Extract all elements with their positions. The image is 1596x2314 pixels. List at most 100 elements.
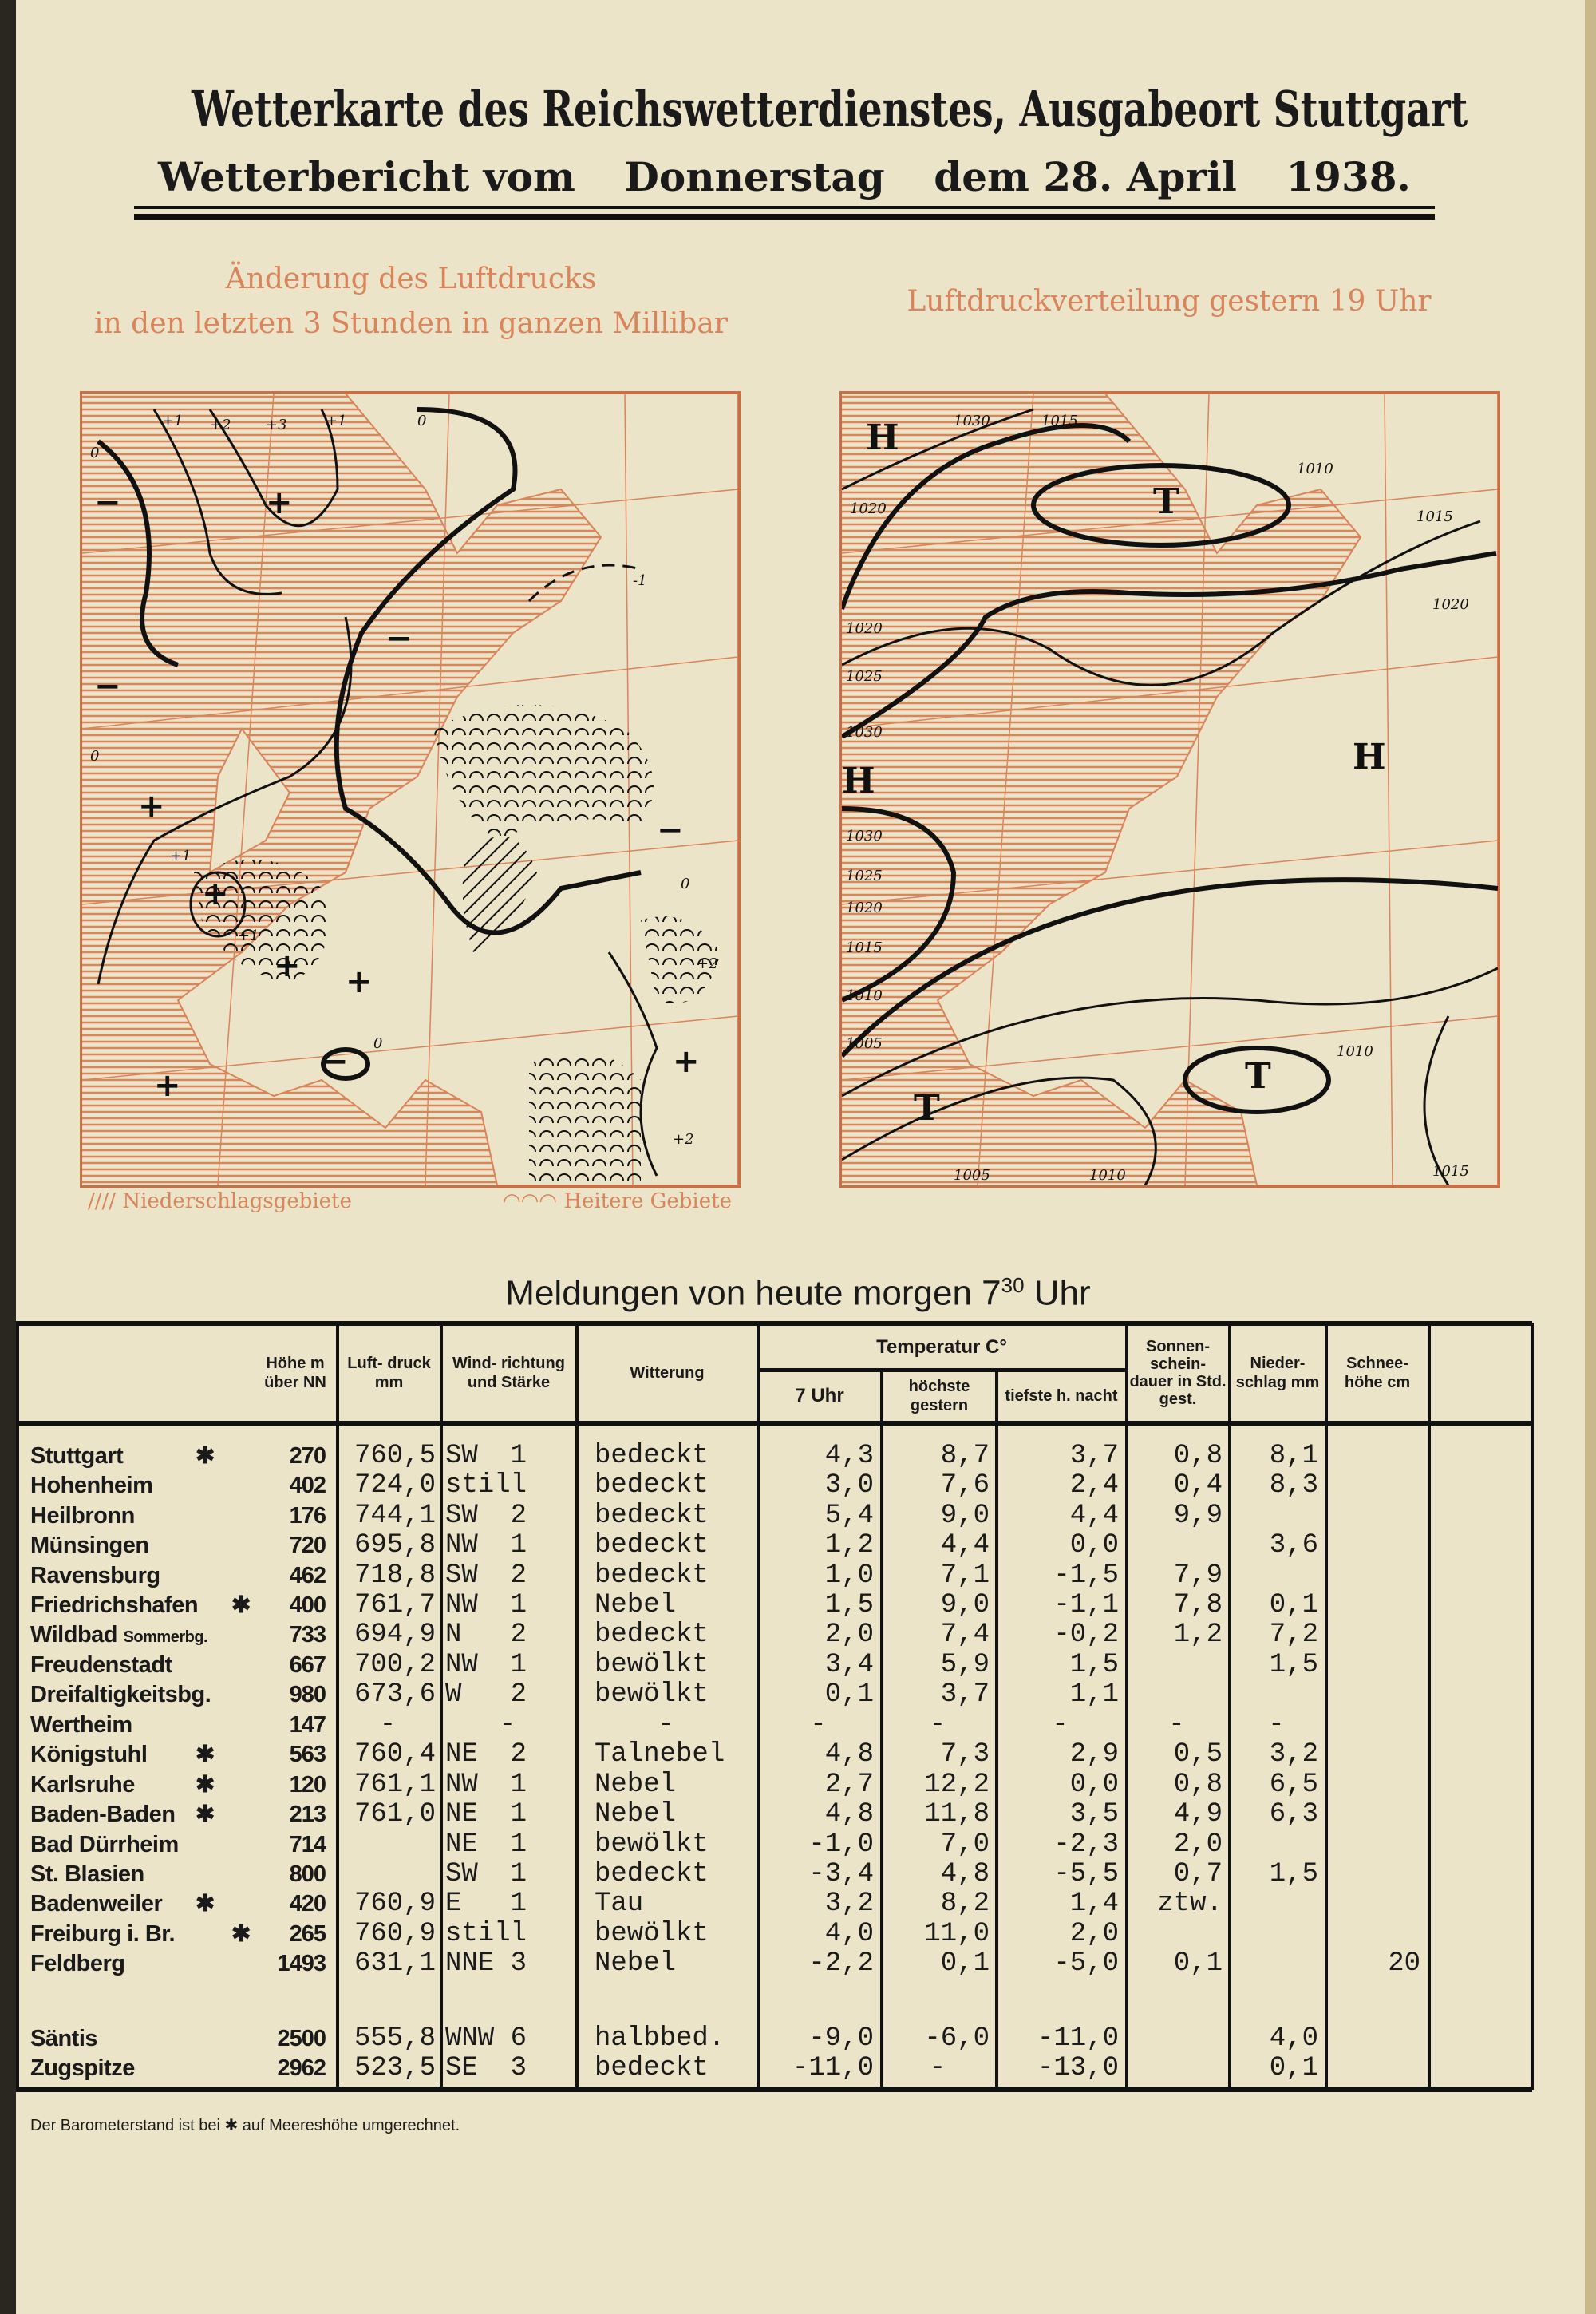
station-height: 1493 (277, 1951, 326, 1977)
cell-tmax: - (929, 2053, 946, 2084)
cell-witterung: Nebel (595, 1948, 677, 1980)
cell-t7: 4,3 (824, 1441, 874, 1471)
cell-tmax: 4,4 (940, 1530, 990, 1561)
svg-text:1030: 1030 (846, 828, 883, 845)
cell-sonne: 4,9 (1173, 1799, 1223, 1830)
cell-druck: 718,8 (354, 1560, 436, 1591)
cell-druck: 760,9 (354, 1889, 436, 1920)
svg-text:1020: 1020 (1432, 596, 1469, 613)
cell-druck: 761,7 (354, 1590, 436, 1620)
svg-text:1025: 1025 (846, 668, 883, 685)
cell-tmin: -2,3 (1053, 1829, 1119, 1860)
station-name: Wertheim (30, 1711, 132, 1740)
station-height: 714 (289, 1831, 326, 1857)
svg-text:1020: 1020 (850, 500, 887, 517)
station-height: 270 (289, 1443, 326, 1469)
svg-text:1025: 1025 (846, 868, 883, 884)
cell-wind: SW 2 (445, 1500, 527, 1531)
precip-legend-swatch: //// (88, 1189, 117, 1213)
station-name: Wildbad Sommerbg. (30, 1620, 208, 1652)
station-height: 733 (289, 1622, 326, 1648)
station-height: 462 (289, 1562, 326, 1588)
station-height: 2500 (277, 2026, 326, 2051)
cell-sonne: 0,8 (1173, 1441, 1223, 1471)
title-rule-thick (134, 214, 1435, 220)
svg-text:+3: +3 (266, 417, 287, 433)
cell-tmax: 7,0 (940, 1829, 990, 1860)
svg-text:1010: 1010 (846, 987, 883, 1004)
svg-text:+2: +2 (673, 1131, 694, 1148)
cell-witterung: Talnebel (595, 1739, 725, 1770)
cell-witterung: bewölkt (595, 1829, 709, 1860)
cell-sonne: 1,2 (1173, 1620, 1223, 1651)
station-name-text: Karlsruhe (30, 1771, 135, 1798)
pressure-marks: H T T H H T (842, 417, 1386, 1129)
cell-tmax: 5,9 (940, 1649, 990, 1680)
table-title-text: Meldungen von heute morgen 7 (505, 1273, 1001, 1313)
cell-tmin: -5,0 (1053, 1948, 1119, 1980)
station-name: Feldberg (30, 1949, 125, 1979)
svg-text:1015: 1015 (1041, 413, 1078, 429)
svg-text:+: + (673, 1043, 700, 1080)
cell-sonne: 9,9 (1173, 1500, 1223, 1531)
cell-tmin: -1,1 (1053, 1590, 1119, 1620)
svg-text:+1: +1 (326, 413, 347, 429)
column-divider (1228, 1323, 1231, 2090)
left-map-caption-1: Änderung des Luftdrucks (225, 263, 597, 295)
cell-nieder: 3,6 (1269, 1530, 1318, 1561)
cell-tmax: 0,1 (940, 1948, 990, 1980)
pressure-change-map: +−−+ −−++ +++− +1 +2 +3 +1 00-1+1 +1+200 0+… (80, 391, 741, 1188)
cell-sonne: 0,1 (1173, 1948, 1223, 1980)
cell-druck: 760,5 (354, 1441, 436, 1471)
column-divider (1531, 1323, 1534, 2090)
cell-druck: 555,8 (354, 2023, 436, 2054)
station-name: Königstuhl (30, 1740, 148, 1770)
svg-text:1010: 1010 (1297, 461, 1333, 477)
reduced-pressure-star: ✱ (231, 1920, 251, 1947)
station-name: Stuttgart (30, 1442, 124, 1471)
svg-text:+: + (266, 485, 293, 521)
clear-legend-label: Heitere Gebiete (563, 1189, 732, 1213)
table-title-end: Uhr (1033, 1273, 1091, 1313)
column-divider (995, 1370, 998, 2090)
reduced-pressure-star: ✱ (196, 1443, 215, 1469)
cell-wind: WNW 6 (445, 2023, 527, 2054)
column-divider (440, 1323, 443, 2090)
station-name-text: Bad Dürrheim (30, 1831, 179, 1857)
header-t7: 7 Uhr (795, 1385, 844, 1406)
header-temperatur: Temperatur C° (876, 1336, 1007, 1358)
svg-text:1020: 1020 (846, 620, 883, 637)
station-name: St. Blasien (30, 1860, 144, 1889)
cell-t7: 1,0 (824, 1560, 874, 1591)
svg-text:+1: +1 (238, 928, 259, 944)
station-height: 147 (289, 1712, 326, 1738)
table-bottom-rule (16, 2087, 1532, 2092)
station-name: Zugspitze (30, 2054, 135, 2083)
page-title: Wetterkarte des Reichswetterdienstes, Au… (192, 80, 1468, 138)
svg-text:1010: 1010 (1337, 1043, 1373, 1060)
station-name-text: Heilbronn (30, 1502, 135, 1529)
header-wind: Wind- richtung und Stärke (452, 1355, 565, 1391)
station-height: 980 (289, 1682, 326, 1708)
cell-wind: SW 2 (445, 1560, 527, 1591)
cell-nieder: - (1268, 1710, 1285, 1740)
station-name-text: Freudenstadt (30, 1651, 172, 1678)
svg-text:−: − (322, 1043, 349, 1080)
cell-wind: NE 1 (445, 1799, 527, 1830)
cell-witterung: - (658, 1710, 674, 1740)
svg-text:+1: +1 (162, 413, 184, 429)
cell-tmin: 3,7 (1069, 1441, 1119, 1471)
column-divider (336, 1323, 339, 2090)
svg-text:T: T (1245, 1056, 1271, 1097)
cell-witterung: bedeckt (595, 1560, 709, 1591)
cell-witterung: Nebel (595, 1590, 677, 1620)
cell-schnee: 20 (1388, 1948, 1420, 1980)
cell-tmax: 11,8 (924, 1799, 990, 1830)
svg-text:−: − (94, 485, 121, 521)
cell-tmax: -6,0 (924, 2023, 990, 2054)
cell-sonne: 0,8 (1173, 1769, 1223, 1800)
cell-sonne: 0,7 (1173, 1859, 1223, 1889)
cell-witterung: bewölkt (595, 1679, 709, 1711)
svg-text:0: 0 (90, 748, 99, 765)
scan-edge-left (0, 0, 16, 2314)
